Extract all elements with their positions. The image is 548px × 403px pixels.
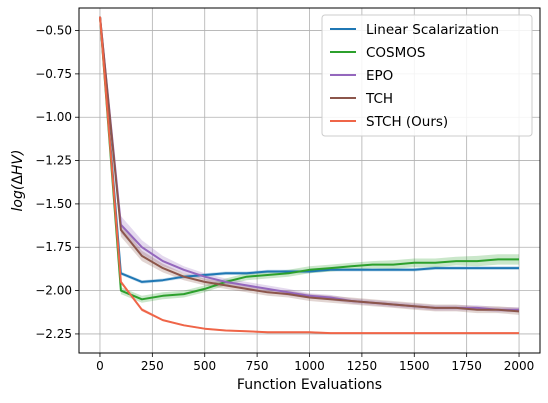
y-tick-label: −0.50	[35, 24, 72, 38]
tick-layer: 0 250 500 750 1000 1250 1500 1750 2000 −0.50 −0.75…	[35, 24, 534, 373]
legend-label: TCH	[365, 91, 393, 107]
series-line	[99, 16, 519, 335]
legend-items: Linear Scalarization COSMOS EPO TCH STCH (Ou…	[330, 22, 499, 130]
x-tick-label: 1000	[294, 359, 325, 373]
y-tick-label: −1.00	[35, 110, 72, 124]
y-tick-label: −1.75	[35, 240, 72, 254]
x-tick-label: 2000	[504, 359, 535, 373]
series-line	[99, 16, 519, 283]
line-layer	[99, 16, 520, 335]
x-tick-label: 500	[193, 359, 216, 373]
series-line	[99, 16, 519, 301]
legend-label: EPO	[366, 68, 393, 84]
legend-box	[321, 14, 533, 137]
x-tick-label: 1500	[399, 359, 430, 373]
x-tick-label: 250	[141, 359, 164, 373]
y-label-prefix: log(	[10, 184, 26, 211]
y-tick-label: −2.25	[35, 327, 72, 341]
y-tick-label: −1.25	[35, 154, 72, 168]
x-axis-label: Function Evaluations	[237, 377, 382, 393]
x-tick-label: 750	[246, 359, 269, 373]
y-label-variable: HV	[10, 154, 26, 176]
x-tick-label: 1750	[451, 359, 482, 373]
series-line	[99, 16, 520, 313]
legend: Linear Scalarization COSMOS EPO TCH STCH (Ou…	[321, 14, 533, 137]
y-label-symbol: Δ	[10, 175, 26, 185]
legend-label: COSMOS	[366, 45, 425, 61]
legend-label: Linear Scalarization	[366, 22, 499, 38]
y-axis-label: log(ΔHV)	[10, 150, 26, 212]
x-tick-label: 0	[96, 359, 104, 373]
y-tick-label: −1.50	[35, 197, 72, 211]
x-tick-label: 1250	[347, 359, 378, 373]
y-tick-label: −2.00	[35, 284, 72, 298]
y-tick-label: −0.75	[35, 67, 72, 81]
y-label-suffix: )	[10, 150, 26, 156]
legend-label: STCH (Ours)	[366, 114, 448, 130]
